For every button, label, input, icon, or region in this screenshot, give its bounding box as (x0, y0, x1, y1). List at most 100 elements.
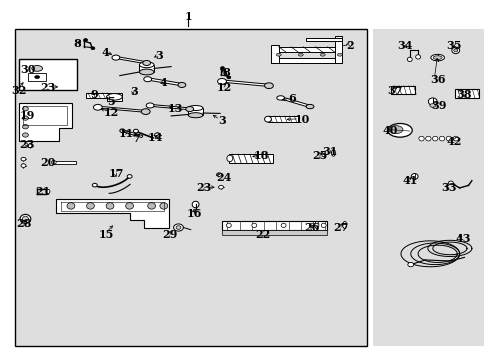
Text: 12: 12 (103, 107, 119, 118)
Ellipse shape (22, 133, 28, 137)
Polygon shape (146, 78, 182, 86)
Text: 43: 43 (455, 233, 470, 244)
Polygon shape (267, 116, 299, 122)
Ellipse shape (176, 226, 181, 229)
Text: 36: 36 (429, 75, 445, 85)
Ellipse shape (112, 55, 120, 60)
Text: 39: 39 (430, 100, 446, 111)
Text: 41: 41 (401, 175, 417, 186)
Polygon shape (188, 108, 203, 115)
Text: 30: 30 (20, 64, 36, 75)
Ellipse shape (452, 136, 458, 141)
Ellipse shape (276, 53, 281, 56)
Ellipse shape (220, 67, 224, 69)
Text: 4: 4 (101, 47, 109, 58)
Ellipse shape (21, 157, 26, 161)
Ellipse shape (192, 201, 199, 208)
Ellipse shape (133, 129, 138, 133)
Ellipse shape (147, 203, 155, 209)
Text: 17: 17 (108, 168, 124, 179)
Ellipse shape (83, 39, 87, 41)
Text: 4: 4 (160, 77, 167, 88)
Text: 28: 28 (16, 219, 31, 229)
Bar (372, 29, 483, 346)
Text: 5: 5 (107, 96, 115, 107)
Ellipse shape (92, 183, 97, 187)
Text: 12: 12 (216, 82, 231, 93)
Ellipse shape (106, 94, 122, 100)
Ellipse shape (264, 83, 273, 89)
Ellipse shape (125, 203, 133, 209)
Ellipse shape (226, 223, 231, 228)
Text: 40: 40 (382, 125, 397, 136)
Ellipse shape (342, 221, 346, 229)
Ellipse shape (447, 181, 452, 185)
Ellipse shape (127, 175, 132, 178)
Polygon shape (221, 80, 268, 86)
Polygon shape (271, 45, 278, 63)
Ellipse shape (264, 116, 271, 122)
Text: 29: 29 (162, 229, 178, 240)
Polygon shape (149, 104, 190, 110)
Ellipse shape (22, 107, 28, 111)
Polygon shape (222, 221, 326, 230)
Text: 35: 35 (445, 40, 461, 50)
Text: 16: 16 (186, 208, 202, 219)
Ellipse shape (429, 104, 435, 107)
Ellipse shape (93, 104, 102, 110)
Ellipse shape (430, 54, 444, 61)
Text: 8: 8 (222, 67, 229, 78)
Ellipse shape (321, 152, 325, 157)
Ellipse shape (218, 185, 223, 189)
Ellipse shape (407, 262, 413, 267)
Polygon shape (56, 199, 168, 228)
Ellipse shape (22, 116, 28, 120)
Text: 18: 18 (253, 150, 269, 161)
Text: 34: 34 (396, 40, 412, 50)
Ellipse shape (251, 223, 256, 228)
Ellipse shape (46, 189, 50, 194)
Ellipse shape (226, 155, 232, 162)
Text: 3: 3 (218, 115, 226, 126)
Text: 23: 23 (19, 139, 35, 150)
Bar (106, 93, 122, 101)
Ellipse shape (142, 60, 150, 66)
Ellipse shape (35, 76, 40, 78)
Ellipse shape (67, 203, 75, 209)
Ellipse shape (453, 49, 457, 52)
Ellipse shape (32, 66, 42, 71)
Polygon shape (222, 230, 326, 235)
Ellipse shape (298, 53, 303, 56)
Text: 22: 22 (255, 229, 270, 240)
Ellipse shape (139, 69, 154, 75)
Text: 27: 27 (333, 222, 348, 233)
Text: 15: 15 (99, 229, 114, 240)
Text: 24: 24 (216, 172, 231, 183)
Ellipse shape (185, 107, 193, 112)
Text: 21: 21 (35, 186, 51, 197)
Text: 19: 19 (19, 111, 35, 121)
Text: 26: 26 (304, 222, 319, 233)
Ellipse shape (427, 98, 436, 105)
Ellipse shape (20, 215, 31, 223)
Ellipse shape (106, 203, 114, 209)
Polygon shape (271, 58, 342, 63)
Text: 23: 23 (40, 82, 56, 93)
Ellipse shape (314, 221, 318, 229)
Ellipse shape (309, 223, 314, 228)
Polygon shape (271, 47, 342, 52)
Text: 13: 13 (167, 103, 183, 114)
Ellipse shape (407, 57, 411, 62)
Ellipse shape (305, 104, 313, 109)
Ellipse shape (120, 129, 124, 132)
Text: 37: 37 (386, 85, 402, 96)
Ellipse shape (154, 133, 160, 137)
Ellipse shape (451, 47, 459, 54)
Polygon shape (390, 86, 414, 94)
Polygon shape (19, 103, 72, 141)
Polygon shape (97, 106, 146, 112)
Ellipse shape (425, 136, 430, 141)
Bar (15, 29, 366, 346)
Ellipse shape (439, 136, 444, 141)
Ellipse shape (410, 174, 417, 179)
